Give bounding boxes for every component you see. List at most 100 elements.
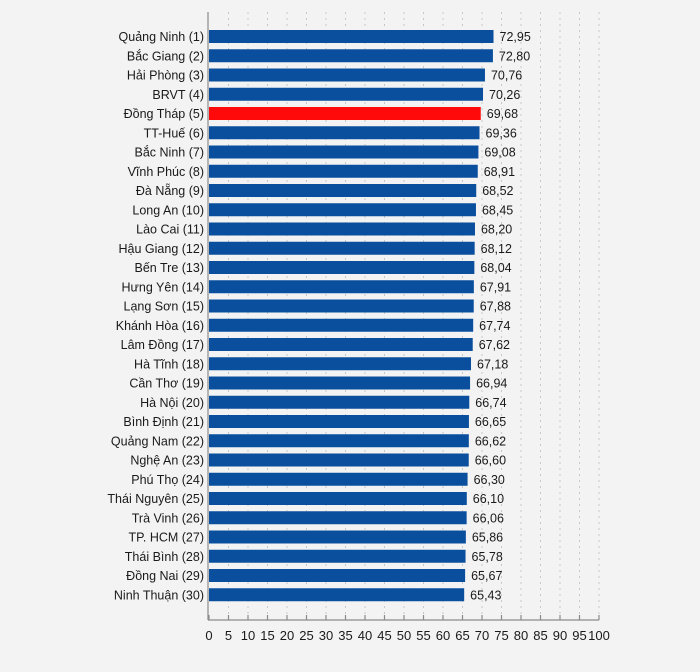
x-tick-label: 30 xyxy=(319,628,333,643)
category-label: TT-Huế (6) xyxy=(144,126,204,140)
category-label: Lạng Sơn (15) xyxy=(124,300,204,314)
value-label: 69,08 xyxy=(484,146,515,160)
category-label: Quảng Nam (22) xyxy=(111,434,204,448)
bar xyxy=(209,126,480,140)
category-label: Trà Vinh (26) xyxy=(132,511,204,525)
value-label: 66,65 xyxy=(475,415,506,429)
category-label: Ninh Thuận (30) xyxy=(114,588,204,602)
x-tick-label: 5 xyxy=(225,628,232,643)
value-label: 66,62 xyxy=(475,434,506,448)
x-tick-label: 20 xyxy=(280,628,294,643)
x-tick-label: 70 xyxy=(475,628,489,643)
value-label: 72,80 xyxy=(499,49,530,63)
category-label: Bến Tre (13) xyxy=(135,261,204,275)
bar xyxy=(209,68,485,82)
category-labels: Quảng Ninh (1) Bắc Giang (2) Hải Phòng (3)… xyxy=(107,30,204,602)
bar xyxy=(209,415,469,428)
category-label: Hà Nội (20) xyxy=(140,396,204,410)
category-label: Hưng Yên (14) xyxy=(122,280,205,294)
category-label: Hậu Giang (12) xyxy=(119,242,204,256)
x-tick-label: 45 xyxy=(377,628,391,643)
x-axis: 0 5 10 15 20 25 30 35 40 45 50 55 60 65 70 75 80 85 90 95 10… xyxy=(205,12,610,643)
bar xyxy=(209,145,479,159)
bar xyxy=(209,87,484,101)
x-tick-label: 0 xyxy=(205,628,212,643)
value-label: 67,88 xyxy=(480,300,511,314)
bar xyxy=(209,472,468,486)
category-label: Đồng Nai (29) xyxy=(126,569,204,583)
value-label: 68,52 xyxy=(482,184,513,198)
value-label: 67,62 xyxy=(479,338,510,352)
bar-highlighted xyxy=(209,107,481,120)
value-label: 67,91 xyxy=(480,280,511,294)
category-label: Khánh Hòa (16) xyxy=(116,319,204,333)
value-label: 66,06 xyxy=(473,511,504,525)
value-label: 66,74 xyxy=(475,396,506,410)
value-label: 66,94 xyxy=(476,377,507,391)
bar xyxy=(209,492,467,505)
bar xyxy=(209,338,473,351)
category-label: Đồng Tháp (5) xyxy=(124,107,204,121)
bar xyxy=(209,241,475,255)
value-label: 65,86 xyxy=(472,531,503,545)
x-tick-label: 50 xyxy=(397,628,411,643)
category-label: Hải Phòng (3) xyxy=(127,69,204,83)
bar xyxy=(209,357,472,371)
value-label: 68,45 xyxy=(482,203,513,217)
bar xyxy=(209,511,467,525)
value-label: 65,78 xyxy=(472,550,503,564)
value-label: 66,10 xyxy=(473,492,504,506)
category-label: Hà Tĩnh (18) xyxy=(134,357,204,371)
x-tick-label: 65 xyxy=(455,628,469,643)
x-tick-label: 75 xyxy=(494,628,508,643)
category-label: Cần Thơ (19) xyxy=(129,377,204,391)
x-tick-label: 100 xyxy=(588,628,610,643)
category-label: TP. HCM (27) xyxy=(129,531,204,545)
category-label: Vĩnh Phúc (8) xyxy=(128,165,204,179)
value-label: 68,12 xyxy=(481,242,512,256)
bar xyxy=(209,588,465,602)
category-label: Bắc Giang (2) xyxy=(127,48,204,63)
category-label: Bắc Ninh (7) xyxy=(135,145,204,160)
x-tick-label: 10 xyxy=(241,628,255,643)
bar xyxy=(209,318,474,332)
value-label: 70,26 xyxy=(489,88,520,102)
value-label: 65,67 xyxy=(471,569,502,583)
value-label: 67,18 xyxy=(477,357,508,371)
bar xyxy=(209,376,471,390)
value-label: 68,91 xyxy=(484,165,515,179)
bar xyxy=(209,530,466,544)
value-labels: 72,95 72,80 70,76 70,26 69,68 69,36 69,08 68,91… xyxy=(470,30,531,602)
x-tick-label: 35 xyxy=(338,628,352,643)
category-label: BRVT (4) xyxy=(152,88,204,102)
value-label: 68,04 xyxy=(480,261,511,275)
category-label: Nghệ An (23) xyxy=(130,454,204,468)
value-label: 70,76 xyxy=(491,69,522,83)
bar xyxy=(209,434,469,448)
category-label: Đà Nẵng (9) xyxy=(136,183,204,198)
value-label: 65,43 xyxy=(470,588,501,602)
x-tick-label: 55 xyxy=(416,628,430,643)
bar xyxy=(209,222,475,236)
value-label: 72,95 xyxy=(500,30,531,44)
bar xyxy=(209,261,475,274)
x-tick-label: 25 xyxy=(299,628,313,643)
value-label: 68,20 xyxy=(481,223,512,237)
bar xyxy=(209,395,470,409)
x-tick-label: 85 xyxy=(533,628,547,643)
bars xyxy=(209,30,494,602)
value-label: 67,74 xyxy=(479,319,510,333)
bar xyxy=(209,299,474,313)
bar xyxy=(209,549,466,563)
x-tick-label: 90 xyxy=(553,628,567,643)
grid-lines xyxy=(228,12,600,620)
x-tick-label: 95 xyxy=(572,628,586,643)
bar xyxy=(209,280,474,294)
category-label: Long An (10) xyxy=(132,203,204,217)
value-label: 66,30 xyxy=(474,473,505,487)
category-label: Thái Bình (28) xyxy=(125,550,204,564)
bar xyxy=(209,164,478,178)
bar xyxy=(209,30,494,43)
